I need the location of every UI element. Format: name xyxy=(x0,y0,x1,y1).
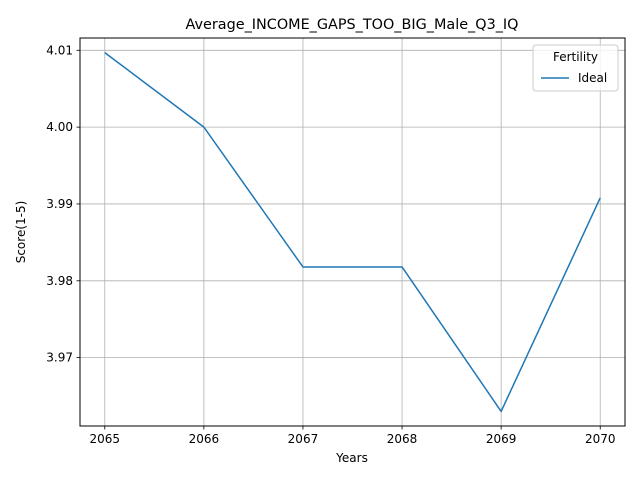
y-tick-label: 4.00 xyxy=(46,120,73,134)
plot-frame xyxy=(79,37,626,427)
x-tick-label: 2070 xyxy=(585,432,616,446)
legend-frame xyxy=(532,44,619,92)
y-tick-label: 3.97 xyxy=(46,351,73,365)
y-axis: 3.97 3.98 3.99 4.00 4.01 xyxy=(46,43,80,365)
legend-label-ideal: Ideal xyxy=(578,71,607,85)
x-axis: 2065 2066 2067 2068 2069 2070 xyxy=(89,426,616,446)
grid xyxy=(80,38,625,426)
y-tick-label: 3.99 xyxy=(46,197,73,211)
chart-title: Average_INCOME_GAPS_TOO_BIG_Male_Q3_IQ xyxy=(185,17,518,33)
y-tick-label: 4.01 xyxy=(46,43,73,57)
series-layer xyxy=(104,52,601,413)
x-tick-label: 2065 xyxy=(89,432,120,446)
x-axis-label: Years xyxy=(335,451,368,465)
y-tick-label: 3.98 xyxy=(46,274,73,288)
x-tick-label: 2068 xyxy=(387,432,418,446)
y-axis-label: Score(1-5) xyxy=(14,201,28,264)
x-tick-label: 2067 xyxy=(288,432,319,446)
series-line-ideal xyxy=(104,52,601,413)
x-tick-label: 2066 xyxy=(189,432,220,446)
legend-title: Fertility xyxy=(553,50,598,64)
x-tick-label: 2069 xyxy=(486,432,517,446)
legend: Fertility Ideal xyxy=(532,44,619,92)
